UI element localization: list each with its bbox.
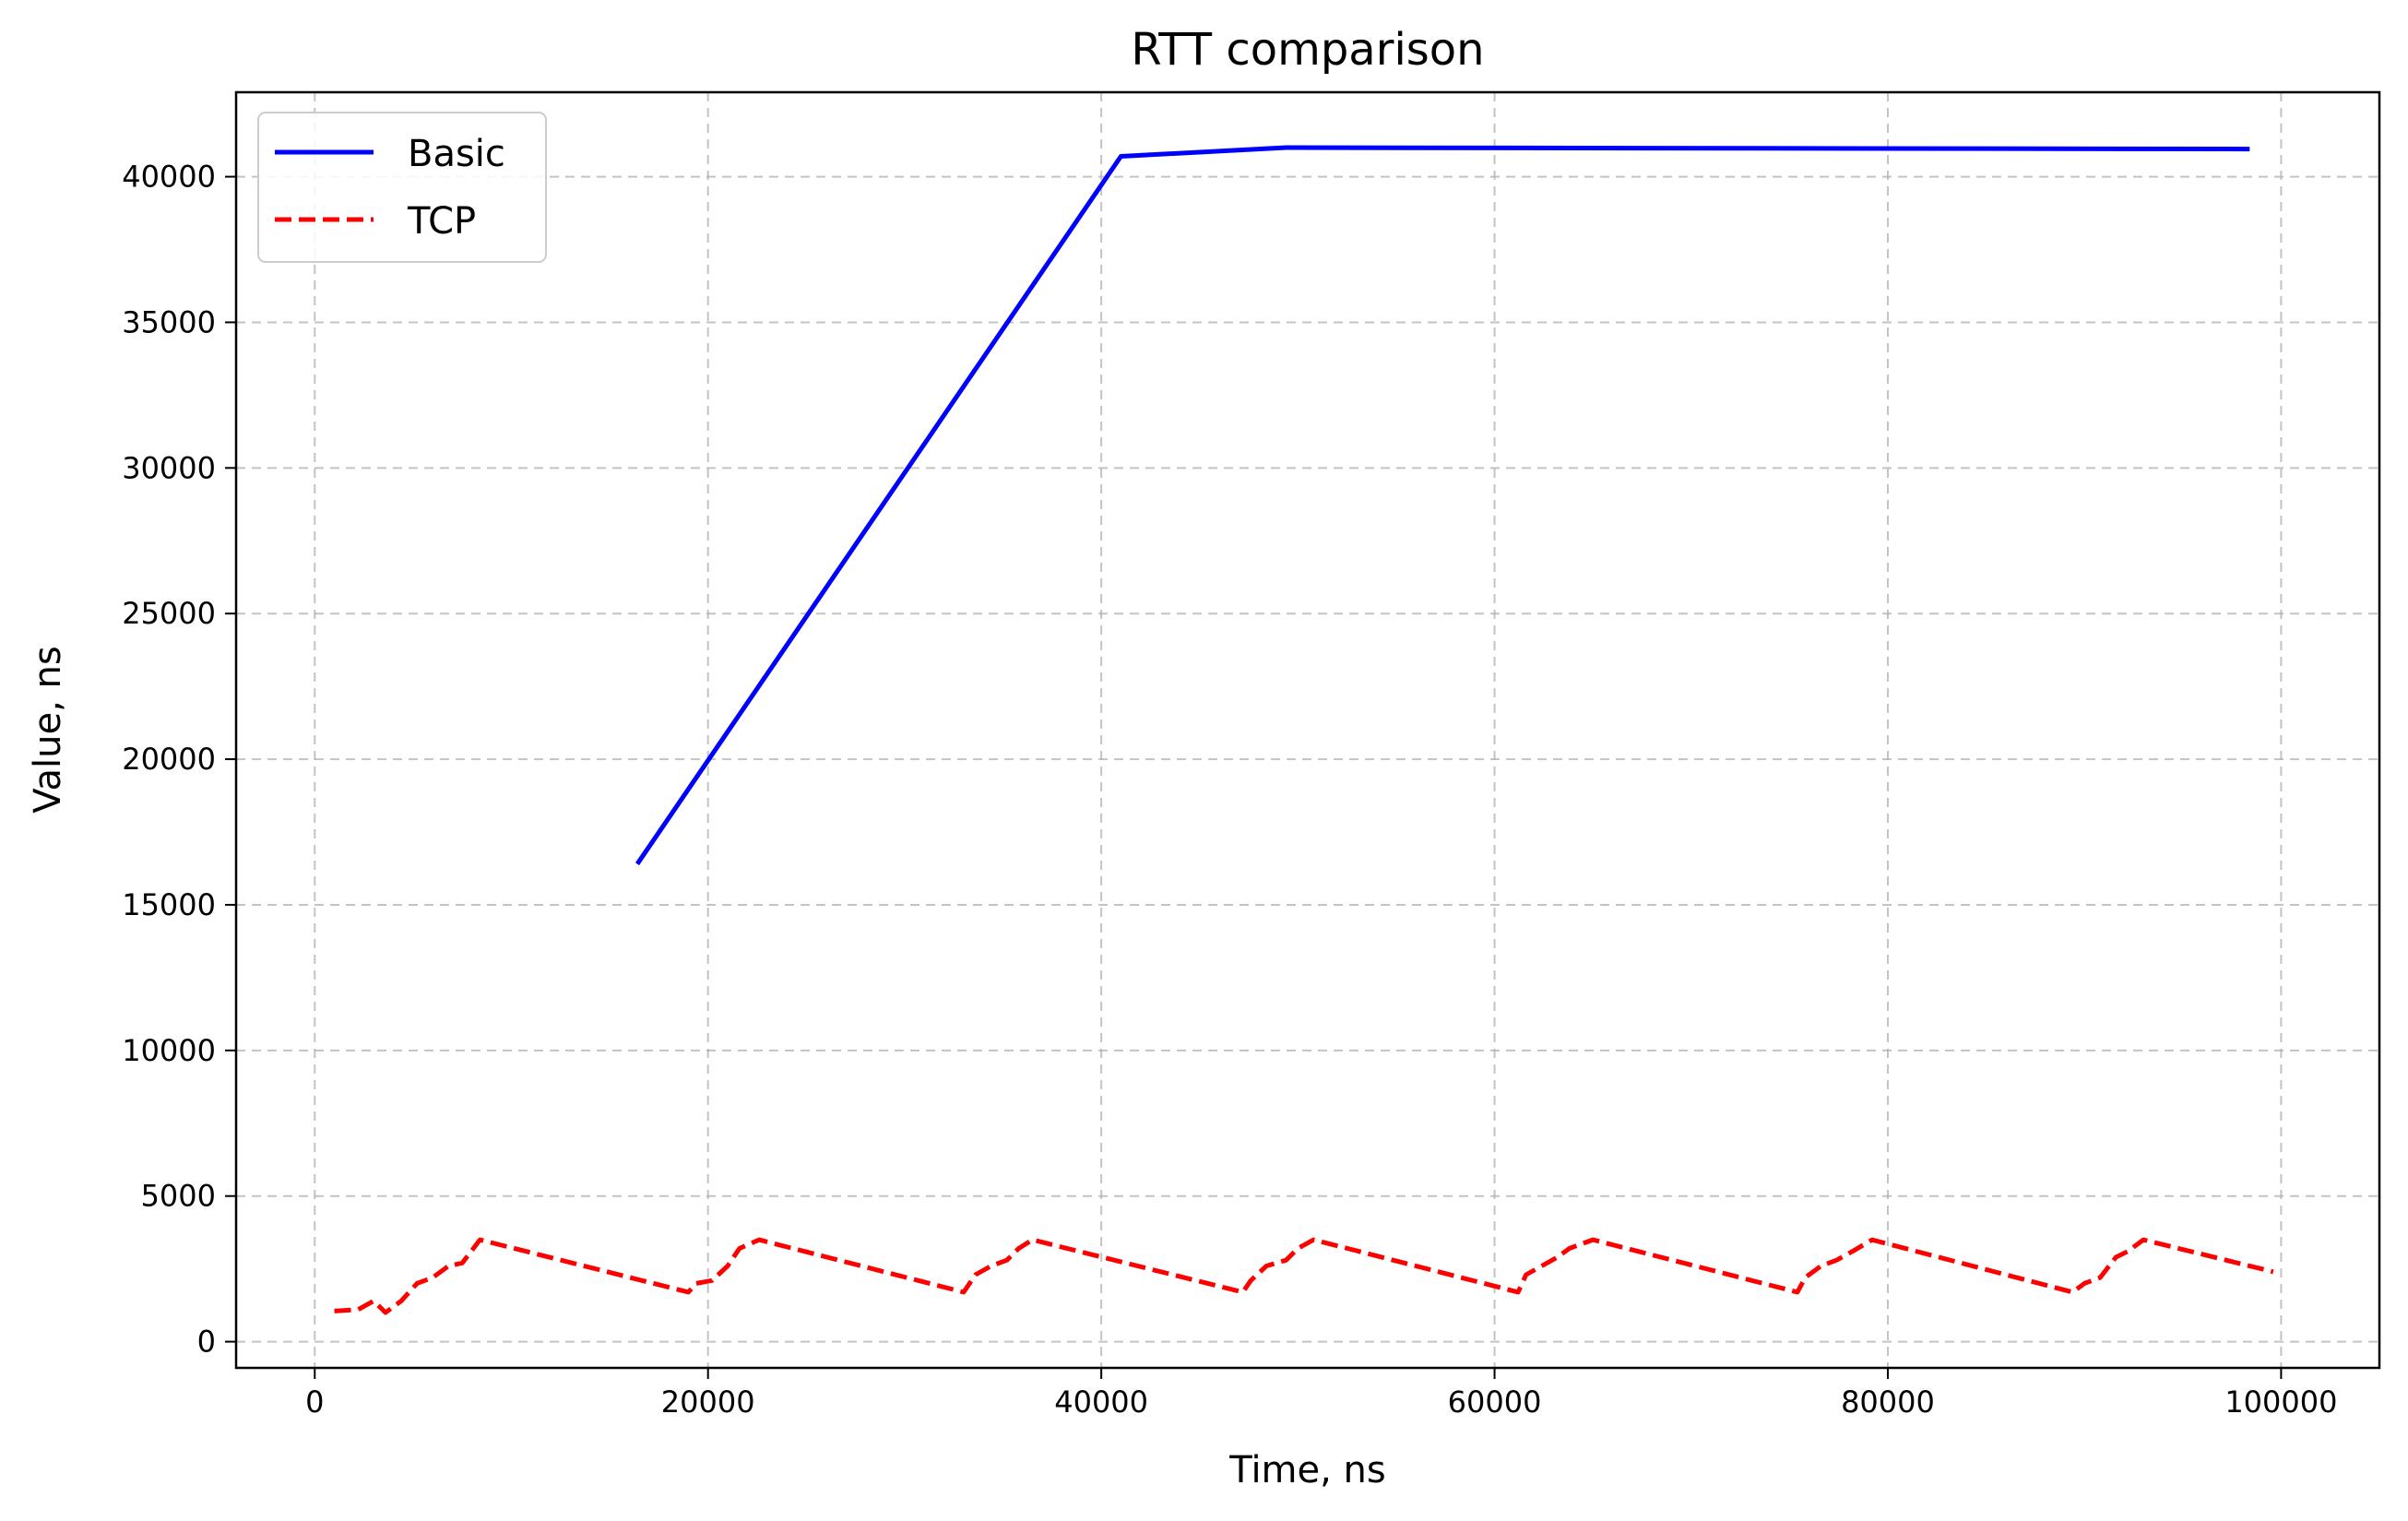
y-tick-label: 25000	[122, 596, 216, 631]
legend-label-tcp: TCP	[407, 200, 476, 243]
x-tick-label: 40000	[1054, 1384, 1148, 1420]
y-tick-label: 40000	[122, 160, 216, 195]
y-axis-label: Value, ns	[27, 646, 69, 813]
x-tick-label: 100000	[2224, 1384, 2337, 1420]
x-axis-label: Time, ns	[1228, 1449, 1386, 1491]
x-tick-label: 20000	[661, 1384, 755, 1420]
y-tick-label: 20000	[122, 742, 216, 777]
x-tick-label: 60000	[1448, 1384, 1542, 1420]
legend-label-basic: Basic	[408, 133, 505, 175]
chart-title: RTT comparison	[1131, 24, 1484, 76]
legend: Basic TCP	[257, 112, 547, 263]
y-tick-label: 10000	[122, 1033, 216, 1068]
y-tick-label: 30000	[122, 450, 216, 485]
ticks: 0 20000 40000 60000 80000 100000 0 5000 10000 150…	[122, 160, 2337, 1420]
y-tick-label: 15000	[122, 887, 216, 922]
plot-frame	[234, 90, 2381, 1370]
x-tick-label: 0	[305, 1384, 324, 1420]
y-tick-label: 5000	[141, 1179, 216, 1214]
grid	[236, 92, 2379, 1368]
y-tick-label: 0	[197, 1325, 216, 1360]
series-line-basic	[635, 145, 2250, 866]
y-tick-label: 35000	[122, 304, 216, 339]
x-tick-label: 80000	[1841, 1384, 1935, 1420]
series	[334, 145, 2274, 1315]
series-line-tcp	[334, 1237, 2274, 1315]
